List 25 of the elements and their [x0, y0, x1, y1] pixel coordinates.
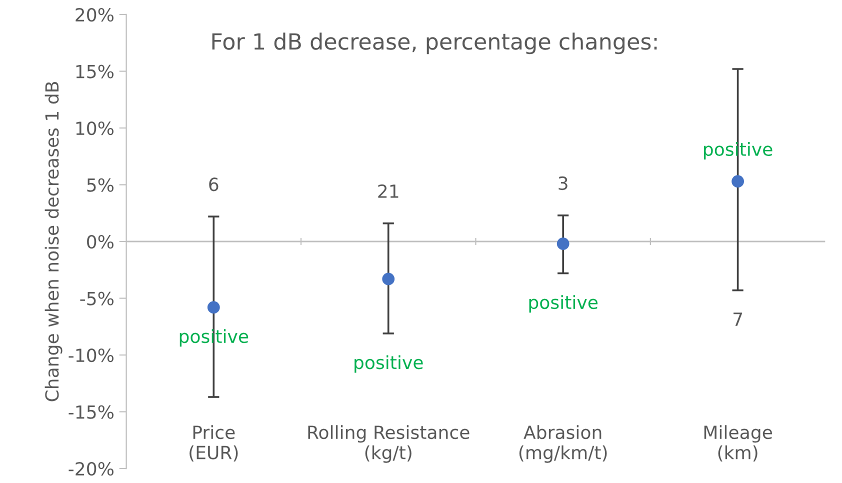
y-tick-label: 5% — [87, 178, 114, 192]
x-tick-label: Rolling Resistance (kg/t) — [308, 425, 470, 463]
y-tick-label: -20% — [68, 462, 114, 476]
x-tick-label: Mileage (km) — [704, 425, 772, 462]
y-tick-label: 10% — [76, 121, 114, 136]
y-tick-label: 0% — [87, 234, 114, 249]
point — [556, 238, 570, 250]
annotation: 21 — [378, 184, 398, 198]
point — [382, 272, 395, 286]
y-tick-label: -15% — [68, 405, 114, 419]
y-tick-label: -10% — [68, 348, 114, 362]
x-tick-label: Abrasion (mg/km/t) — [519, 425, 607, 463]
y-tick-label: 15% — [76, 64, 114, 78]
point — [207, 301, 220, 314]
y-axis-title: Change when noise decreases 1 dB — [44, 82, 62, 402]
y-tick-label: -5% — [80, 292, 114, 306]
annotation: positive — [529, 295, 598, 313]
annotation: positive — [354, 355, 423, 373]
annotation: 6 — [209, 178, 218, 192]
x-tick-label: Price (EUR) — [190, 425, 238, 462]
annotation: 7 — [734, 312, 742, 326]
text: For 1 dB decrease, percentage changes: — [212, 32, 657, 54]
point — [732, 175, 744, 188]
annotation: 3 — [558, 176, 568, 190]
y-tick-label: 20% — [76, 8, 114, 22]
